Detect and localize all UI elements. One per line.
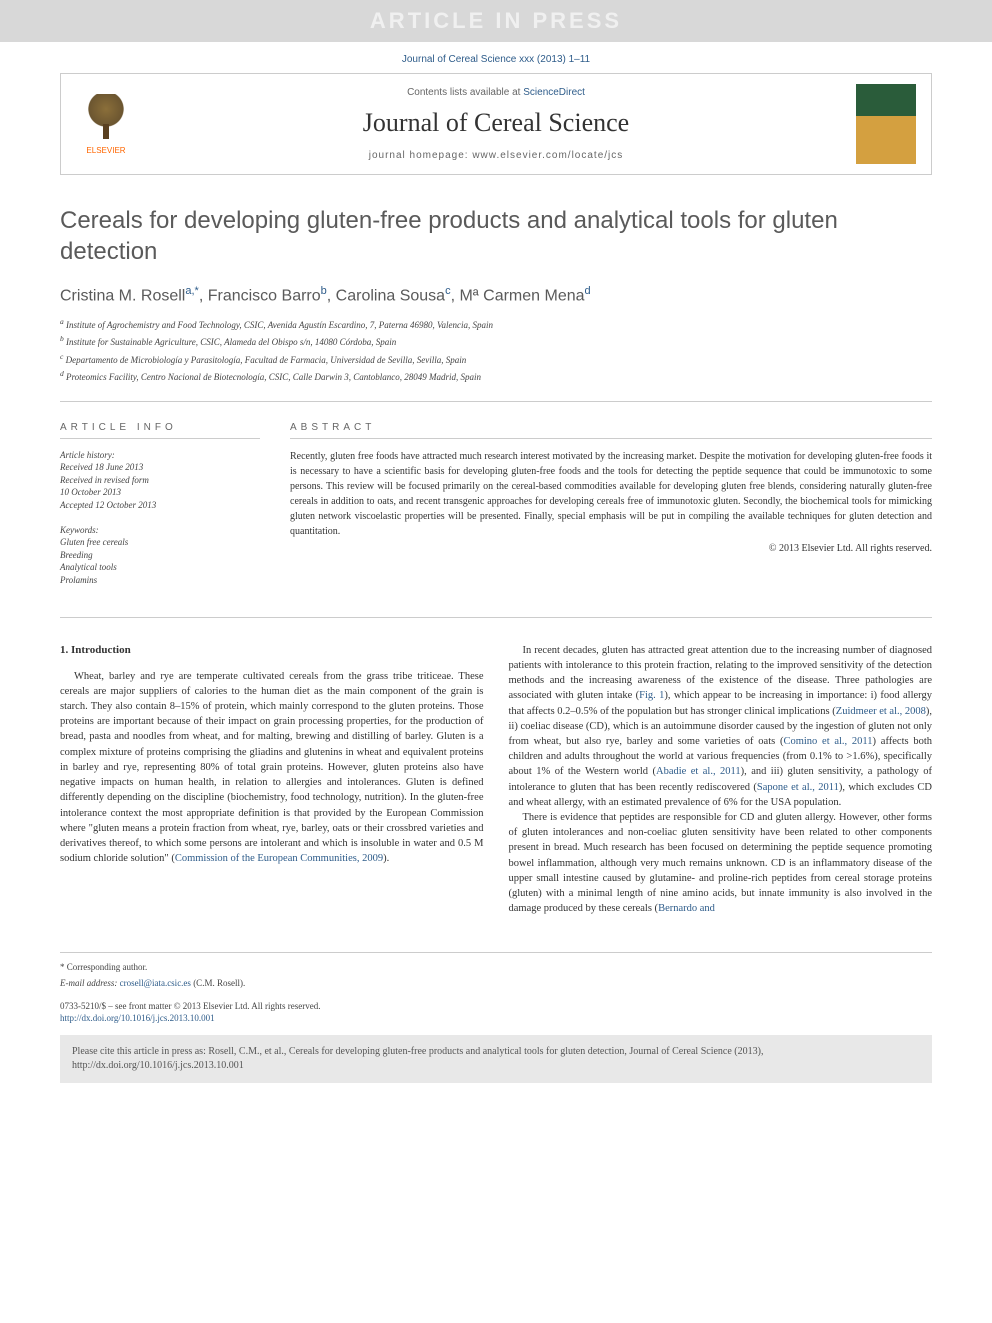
header-citation: Journal of Cereal Science xxx (2013) 1–1… — [0, 42, 992, 73]
reference-link[interactable]: Commission of the European Communities, … — [175, 853, 383, 864]
author-affil-sup: d — [585, 285, 591, 297]
author-affil-sup: c — [445, 285, 451, 297]
main-content: Cereals for developing gluten-free produ… — [0, 175, 992, 937]
issn-line: 0733-5210/$ – see front matter © 2013 El… — [60, 1000, 932, 1013]
paragraph-text: ). — [383, 853, 389, 864]
figure-link[interactable]: Fig. 1 — [639, 690, 664, 701]
abstract-text: Recently, gluten free foods have attract… — [290, 449, 932, 539]
affil-sup: b — [60, 334, 64, 343]
abstract-copyright: © 2013 Elsevier Ltd. All rights reserved… — [290, 543, 932, 554]
affiliation: c Departamento de Microbiología y Parasi… — [60, 351, 932, 368]
citation-box: Please cite this article in press as: Ro… — [60, 1035, 932, 1083]
author-name[interactable]: Cristina M. Rosell — [60, 288, 185, 305]
affiliation: d Proteomics Facility, Centro Nacional d… — [60, 368, 932, 385]
abstract-column: ABSTRACT Recently, gluten free foods hav… — [290, 422, 932, 599]
elsevier-label: ELSEVIER — [86, 146, 125, 155]
elsevier-logo[interactable]: ELSEVIER — [76, 89, 136, 159]
history-line: Received 18 June 2013 — [60, 461, 260, 474]
affil-text: Proteomics Facility, Centro Nacional de … — [66, 372, 481, 382]
keyword: Breeding — [60, 549, 260, 562]
keyword: Gluten free cereals — [60, 536, 260, 549]
affiliation: a Institute of Agrochemistry and Food Te… — [60, 316, 932, 333]
journal-center-block: Contents lists available at ScienceDirec… — [151, 87, 841, 161]
author-list: Cristina M. Rosella,*, Francisco Barrob,… — [60, 285, 932, 305]
affil-sup: a — [60, 317, 64, 326]
elsevier-tree-icon — [81, 94, 131, 144]
keyword: Prolamins — [60, 574, 260, 587]
author-affil-sup: a,* — [185, 285, 198, 297]
keywords-label: Keywords: — [60, 524, 260, 537]
email-line: E-mail address: crosell@iata.csic.es (C.… — [60, 977, 932, 990]
reference-link[interactable]: Bernardo and — [658, 903, 715, 914]
affiliation: b Institute for Sustainable Agriculture,… — [60, 333, 932, 350]
affiliations-block: a Institute of Agrochemistry and Food Te… — [60, 316, 932, 402]
journal-header-box: ELSEVIER Contents lists available at Sci… — [60, 73, 932, 175]
affil-text: Departamento de Microbiología y Parasito… — [66, 355, 467, 365]
abstract-heading: ABSTRACT — [290, 422, 932, 439]
journal-cover-thumbnail[interactable] — [856, 84, 916, 164]
history-line: Accepted 12 October 2013 — [60, 499, 260, 512]
affil-text: Institute of Agrochemistry and Food Tech… — [66, 320, 493, 330]
reference-link[interactable]: Zuidmeer et al., 2008 — [836, 706, 926, 717]
journal-name: Journal of Cereal Science — [151, 108, 841, 138]
reference-link[interactable]: Sapone et al., 2011 — [757, 782, 839, 793]
reference-link[interactable]: Comino et al., 2011 — [783, 736, 872, 747]
sciencedirect-link[interactable]: ScienceDirect — [523, 87, 585, 98]
article-history-block: Article history: Received 18 June 2013 R… — [60, 449, 260, 512]
author-name[interactable]: Francisco Barro — [208, 288, 321, 305]
history-label: Article history: — [60, 449, 260, 462]
keyword: Analytical tools — [60, 561, 260, 574]
article-info-heading: ARTICLE INFO — [60, 422, 260, 439]
affil-sup: d — [60, 369, 64, 378]
keywords-block: Keywords: Gluten free cereals Breeding A… — [60, 524, 260, 587]
email-label: E-mail address: — [60, 978, 120, 988]
body-two-column: 1. Introduction Wheat, barley and rye ar… — [60, 643, 932, 917]
paragraph-text: There is evidence that peptides are resp… — [509, 812, 933, 914]
body-paragraph: In recent decades, gluten has attracted … — [509, 643, 933, 810]
section-heading: 1. Introduction — [60, 643, 484, 659]
author-name[interactable]: Mª Carmen Mena — [459, 288, 584, 305]
footer-block: * Corresponding author. E-mail address: … — [60, 952, 932, 1025]
reference-link[interactable]: Abadie et al., 2011 — [656, 766, 741, 777]
history-line: 10 October 2013 — [60, 486, 260, 499]
author-affil-sup: b — [321, 285, 327, 297]
email-suffix: (C.M. Rosell). — [191, 978, 245, 988]
article-in-press-banner: ARTICLE IN PRESS — [0, 0, 992, 42]
doi-link[interactable]: http://dx.doi.org/10.1016/j.jcs.2013.10.… — [60, 1013, 215, 1023]
article-info-column: ARTICLE INFO Article history: Received 1… — [60, 422, 260, 599]
column-left: 1. Introduction Wheat, barley and rye ar… — [60, 643, 484, 917]
corresponding-author: * Corresponding author. — [60, 961, 932, 974]
email-link[interactable]: crosell@iata.csic.es — [120, 978, 191, 988]
author-name[interactable]: Carolina Sousa — [336, 288, 445, 305]
contents-line: Contents lists available at ScienceDirec… — [151, 87, 841, 98]
affil-sup: c — [60, 352, 63, 361]
history-line: Received in revised form — [60, 474, 260, 487]
info-abstract-row: ARTICLE INFO Article history: Received 1… — [60, 422, 932, 618]
paragraph-text: Wheat, barley and rye are temperate cult… — [60, 671, 484, 865]
contents-prefix: Contents lists available at — [407, 87, 523, 98]
journal-homepage: journal homepage: www.elsevier.com/locat… — [151, 150, 841, 161]
article-title: Cereals for developing gluten-free produ… — [60, 205, 932, 267]
column-right: In recent decades, gluten has attracted … — [509, 643, 933, 917]
affil-text: Institute for Sustainable Agriculture, C… — [66, 337, 396, 347]
body-paragraph: Wheat, barley and rye are temperate cult… — [60, 669, 484, 867]
doi-line: http://dx.doi.org/10.1016/j.jcs.2013.10.… — [60, 1012, 932, 1025]
body-paragraph: There is evidence that peptides are resp… — [509, 810, 933, 917]
